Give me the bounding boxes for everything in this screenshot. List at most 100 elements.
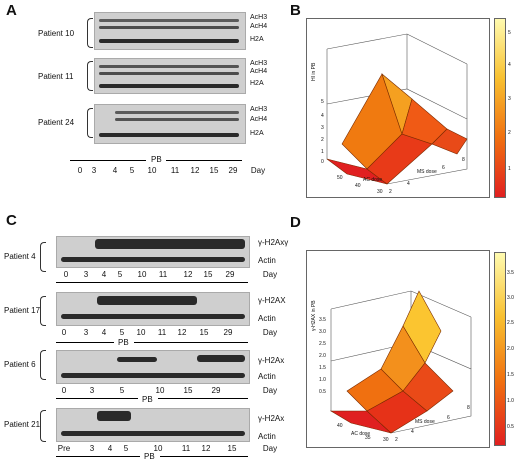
underline xyxy=(56,282,248,283)
patient-label: Patient 6 xyxy=(4,360,36,369)
surface-plot-b: HI in PB 5 4 3 2 1 0 50 AC dose 40 30 2 … xyxy=(306,18,490,198)
pb-line-left xyxy=(70,160,146,161)
x-tick: 40 xyxy=(355,183,361,189)
y-tick: 4 xyxy=(411,429,414,435)
marker-label: γ-H2Ax xyxy=(258,356,285,365)
y-axis-label: MS dose xyxy=(417,169,437,175)
x-tick: 40 xyxy=(337,423,343,429)
patient-label: Patient 21 xyxy=(4,420,41,429)
colorbar-b xyxy=(494,18,506,198)
day-tick: Pre xyxy=(57,444,71,453)
bracket xyxy=(40,242,46,272)
band-label-ach3: AcH3 xyxy=(250,60,268,67)
pb-label: PB xyxy=(151,155,162,164)
day-tick: 10 xyxy=(137,270,147,279)
cbar-tick: 3.5 xyxy=(507,270,514,276)
cbar-tick: 2 xyxy=(508,130,511,136)
z-tick: 2.5 xyxy=(319,341,326,347)
panel-c-letter: C xyxy=(6,212,17,229)
day-tick: 12 xyxy=(190,166,200,175)
pb-line-right xyxy=(160,456,248,457)
day-tick: 12 xyxy=(183,270,193,279)
colorbar-d xyxy=(494,252,506,446)
z-tick: 3.0 xyxy=(319,329,326,335)
y-tick: 2 xyxy=(389,189,392,195)
band-label-ach4: AcH4 xyxy=(250,116,268,123)
x-axis-label: AC dose xyxy=(363,177,383,183)
day-tick: 29 xyxy=(211,386,221,395)
western-blot-patient-21 xyxy=(56,408,250,442)
z-axis-label: HI in PB xyxy=(311,62,317,81)
y-tick: 2 xyxy=(395,437,398,443)
day-tick: 0 xyxy=(61,328,67,337)
day-tick: 29 xyxy=(228,166,238,175)
bracket xyxy=(40,350,46,380)
cbar-tick: 3 xyxy=(508,96,511,102)
day-label: Day xyxy=(262,444,278,453)
day-tick: 15 xyxy=(209,166,219,175)
y-tick: 8 xyxy=(462,157,465,163)
bracket xyxy=(87,61,93,91)
z-tick: 1.0 xyxy=(319,377,326,383)
x-tick: 30 xyxy=(377,189,383,195)
z-tick: 1 xyxy=(321,149,324,155)
panel-d-letter: D xyxy=(290,214,301,231)
patient-label: Patient 10 xyxy=(38,29,75,38)
day-tick: 3 xyxy=(91,166,97,175)
panel-b-letter: B xyxy=(290,2,301,19)
z-tick: 2.0 xyxy=(319,353,326,359)
day-tick: 10 xyxy=(155,386,165,395)
band-label-ach4: AcH4 xyxy=(250,23,268,30)
day-tick: 15 xyxy=(203,270,213,279)
actin-label: Actin xyxy=(258,432,276,441)
patient-label: Patient 24 xyxy=(38,118,75,127)
day-tick: 0 xyxy=(77,166,83,175)
bracket xyxy=(40,296,46,326)
western-blot-patient-6 xyxy=(56,350,250,384)
cbar-tick: 1 xyxy=(508,166,511,172)
day-label: Day xyxy=(262,270,278,279)
pb-line-right xyxy=(166,160,242,161)
day-tick: 4 xyxy=(107,444,113,453)
band-label-h2a: H2A xyxy=(250,80,264,87)
day-tick: 12 xyxy=(177,328,187,337)
cbar-tick: 5 xyxy=(508,30,511,36)
patient-label: Patient 11 xyxy=(38,72,74,81)
western-blot-patient-17 xyxy=(56,292,250,326)
day-label: Day xyxy=(250,166,266,175)
z-tick: 4 xyxy=(321,113,324,119)
day-tick: 10 xyxy=(147,166,157,175)
day-tick: 0 xyxy=(61,386,67,395)
day-axis-a: 0 3 4 5 10 11 12 15 29 Day xyxy=(0,166,300,176)
cbar-tick: 2.0 xyxy=(507,346,514,352)
day-tick: 3 xyxy=(83,270,89,279)
cbar-tick: 1.5 xyxy=(507,372,514,378)
day-axis-c2: 0 3 4 5 10 11 12 15 29 Day xyxy=(0,328,300,338)
day-tick: 5 xyxy=(119,386,125,395)
surface-plot-d: γ-H2AX in PB 3.5 3.0 2.5 2.0 1.5 1.0 0.5… xyxy=(306,250,490,448)
western-blot-patient-10 xyxy=(94,12,246,50)
pb-line-left xyxy=(56,398,138,399)
y-tick: 4 xyxy=(407,181,410,187)
day-tick: 29 xyxy=(223,328,233,337)
day-axis-c4: Pre 3 4 5 10 11 12 15 Day xyxy=(0,444,300,454)
western-blot-patient-11 xyxy=(94,58,246,94)
actin-label: Actin xyxy=(258,314,276,323)
day-tick: 11 xyxy=(158,270,168,279)
day-tick: 5 xyxy=(123,444,129,453)
x-axis-label: AC dose xyxy=(351,431,371,437)
day-tick: 5 xyxy=(119,328,125,337)
y-axis-label: MS dose xyxy=(415,419,435,425)
day-tick: 10 xyxy=(153,444,163,453)
day-tick: 11 xyxy=(157,328,167,337)
marker-label: γ-H2Axγ xyxy=(258,238,289,247)
day-axis-c1: 0 3 4 5 10 11 12 15 29 Day xyxy=(0,270,300,280)
day-tick: 3 xyxy=(83,328,89,337)
day-tick: 12 xyxy=(201,444,211,453)
bracket xyxy=(87,18,93,48)
band-label-ach3: AcH3 xyxy=(250,14,268,21)
actin-label: Actin xyxy=(258,256,276,265)
patient-label: Patient 17 xyxy=(4,306,41,315)
western-blot-patient-4 xyxy=(56,236,250,268)
panel-a-letter: A xyxy=(6,2,17,19)
